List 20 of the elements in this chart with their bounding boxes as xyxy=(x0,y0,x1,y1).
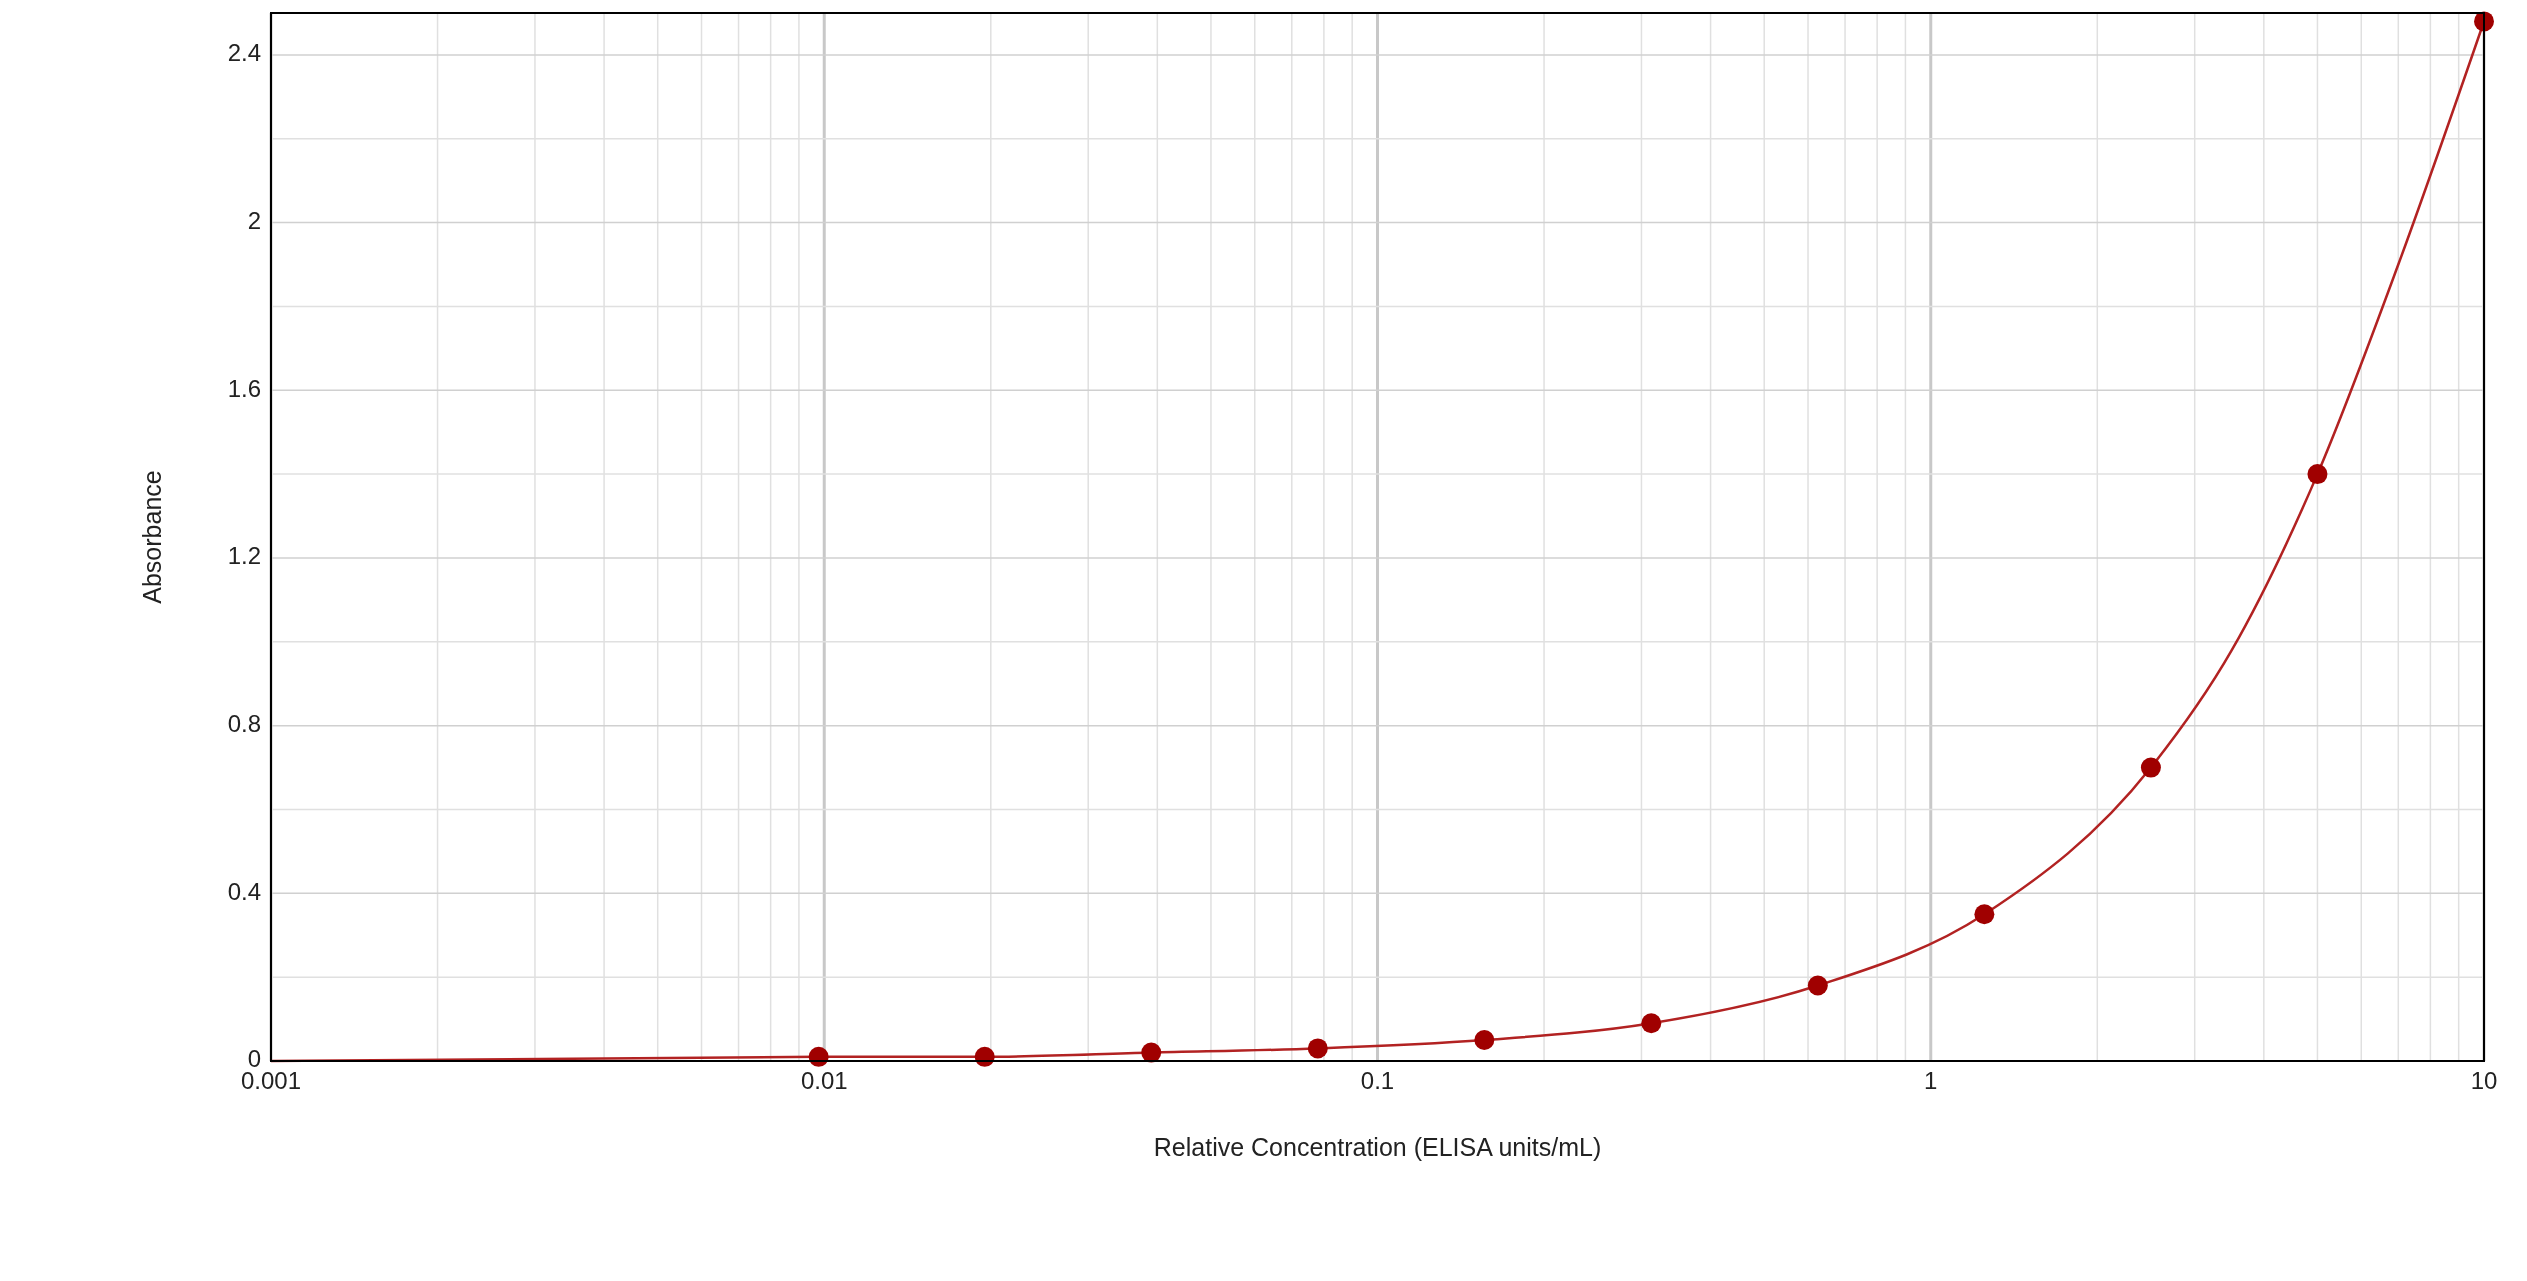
point xyxy=(2140,757,2161,778)
x-axis-title: Relative Concentration (ELISA units/mL) xyxy=(1153,1133,1602,1161)
y-tick-label: 1.2 xyxy=(227,542,261,570)
point xyxy=(1307,1038,1328,1059)
y-tick-label: 1.6 xyxy=(227,374,261,402)
x-tick-label: 10 xyxy=(2470,1067,2498,1094)
y-tick-label: 2.4 xyxy=(227,39,261,67)
y-tick-label: 0.8 xyxy=(227,709,261,737)
point xyxy=(2307,464,2328,485)
point xyxy=(1474,1030,1495,1051)
x-tick-label: 1 xyxy=(1924,1067,1938,1094)
point xyxy=(1141,1042,1162,1063)
x-tick-label: 0.1 xyxy=(1360,1067,1395,1094)
y-axis-title: Absorbance xyxy=(138,470,166,604)
y-tick-label: 2 xyxy=(247,206,261,234)
point xyxy=(1807,975,1828,996)
point xyxy=(1641,1013,1662,1034)
x-tick-label: 0.01 xyxy=(800,1067,848,1094)
point xyxy=(1974,904,1995,925)
y-tick-label: 0.4 xyxy=(227,877,261,905)
